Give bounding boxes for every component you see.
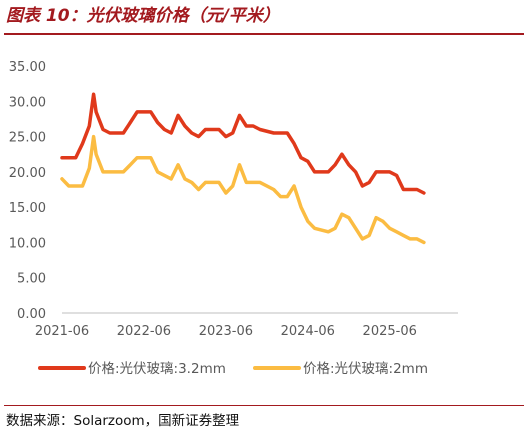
y-tick-label: 20.00	[9, 166, 46, 181]
figure-title: 图表 10：光伏玻璃价格（元/平米）	[6, 6, 280, 26]
legend-label-2: 价格:光伏玻璃:2mm	[303, 360, 428, 377]
y-tick-label: 5.00	[17, 272, 46, 287]
x-tick-label: 2025-06	[363, 324, 417, 339]
legend-label-1: 价格:光伏玻璃:3.2mm	[88, 360, 226, 377]
x-tick-label: 2021-06	[35, 324, 89, 339]
legend: 价格:光伏玻璃:3.2mm 价格:光伏玻璃:2mm	[38, 360, 428, 377]
source-note: 数据来源：Solarzoom，国新证券整理	[6, 413, 240, 429]
source-divider	[4, 405, 524, 406]
y-tick-label: 30.00	[9, 95, 46, 110]
y-axis: 0.00 5.00 10.00 15.00 20.00 25.00 30.00 35.00	[9, 60, 46, 322]
series-layer	[60, 92, 426, 245]
y-tick-label: 0.00	[17, 307, 46, 322]
line-chart: 0.00 5.00 10.00 15.00 20.00 25.00 30.00 35.00 2…	[9, 60, 458, 377]
x-axis: 2021-06 2022-06 2023-06 2024-06 2025-06	[35, 312, 458, 339]
x-tick-label: 2023-06	[199, 324, 253, 339]
title-underline	[4, 33, 524, 35]
y-tick-label: 25.00	[9, 131, 46, 146]
y-tick-label: 35.00	[9, 60, 46, 75]
x-tick-label: 2022-06	[117, 324, 171, 339]
x-tick-label: 2024-06	[281, 324, 335, 339]
series-line-2	[60, 134, 426, 245]
y-tick-label: 15.00	[9, 201, 46, 216]
y-tick-label: 10.00	[9, 236, 46, 251]
series-line-1	[60, 92, 426, 195]
